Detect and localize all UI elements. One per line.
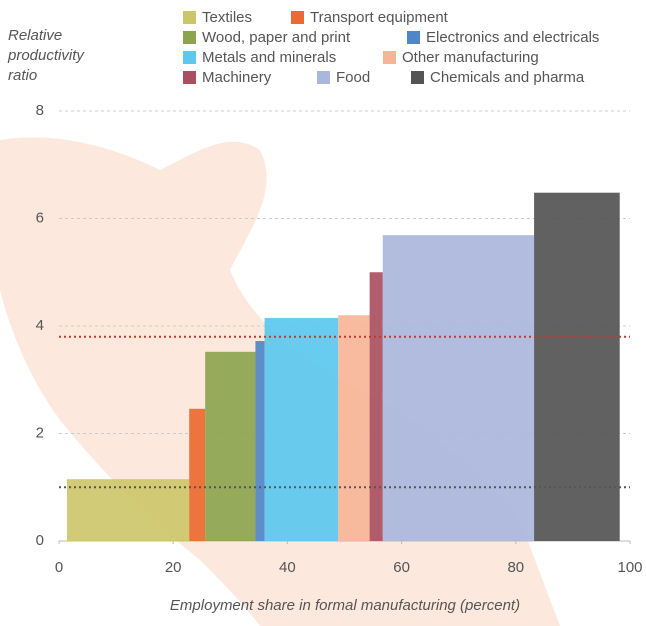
legend-label: Textiles [202,9,252,26]
bar [369,272,383,541]
bar [382,235,535,541]
legend-label: Food [336,69,370,86]
y-tick-label: 6 [36,209,44,226]
y-tick-label: 8 [36,102,44,119]
legend-swatch [383,51,396,64]
x-axis-label: Employment share in formal manufacturing… [170,597,520,614]
legend-label: Machinery [202,69,272,86]
x-tick-label: 20 [165,559,182,576]
legend-label: Metals and minerals [202,49,336,66]
x-tick-label: 60 [393,559,410,576]
x-tick-label: 100 [617,559,642,576]
legend-label: Transport equipment [310,9,449,26]
y-tick-label: 0 [36,532,44,549]
legend-swatch [183,51,196,64]
bar [534,192,620,541]
legend-swatch [183,71,196,84]
y-axis-label: Relative productivity ratio [7,27,85,84]
legend-swatch [317,71,330,84]
legend-label: Electronics and electricals [426,29,599,46]
y-axis-label-line: ratio [8,67,37,84]
legend-swatch [411,71,424,84]
legend-swatch [407,31,420,44]
bar [255,341,265,541]
legend-label: Wood, paper and print [202,29,351,46]
bar [66,479,190,541]
bar [338,315,370,541]
x-tick-label: 80 [507,559,524,576]
y-axis-label-line: Relative [8,27,62,44]
x-tick-label: 0 [55,559,63,576]
legend-label: Chemicals and pharma [430,69,585,86]
x-tick-label: 40 [279,559,296,576]
y-tick-label: 2 [36,424,44,441]
bar [205,351,256,541]
legend-label: Other manufacturing [402,49,539,66]
legend-swatch [291,11,304,24]
bar [264,317,339,541]
legend-swatch [183,31,196,44]
bar [189,408,206,541]
y-tick-label: 4 [36,317,44,334]
legend-swatch [183,11,196,24]
y-axis-label-line: productivity [7,47,85,64]
